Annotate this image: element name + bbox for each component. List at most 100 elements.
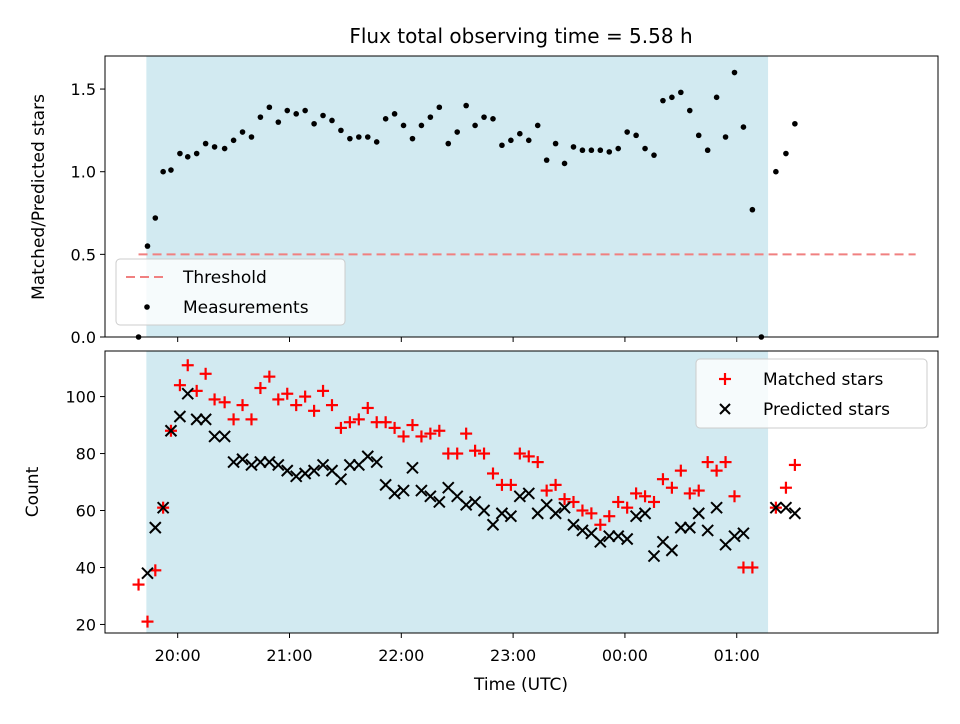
measurement-point: [211, 144, 218, 150]
predicted-point: [504, 510, 518, 523]
measurement-point: [642, 145, 648, 152]
matched-point: [433, 424, 446, 437]
predicted-point: [245, 458, 258, 472]
predicted-point: [361, 450, 374, 463]
predicted-point: [298, 467, 312, 480]
measurement-point: [311, 120, 317, 127]
measurement-point: [356, 134, 362, 140]
measurement-point: [561, 160, 568, 167]
y-tick-label: 80: [76, 445, 96, 464]
measurement-point: [686, 107, 693, 114]
ratio-axes-frame: [104, 55, 939, 338]
y-tick-label: 20: [76, 615, 96, 634]
predicted-point: [769, 501, 783, 514]
matched-point: [647, 495, 660, 508]
predicted-point: [459, 498, 473, 512]
measurement-point: [284, 107, 291, 114]
predicted-point: [289, 470, 303, 483]
matched-point: [779, 481, 792, 494]
measurement-point: [436, 104, 443, 111]
matched-point: [594, 518, 607, 531]
measurement-point: [409, 135, 416, 142]
measurement-point: [615, 145, 622, 152]
measurement-point: [382, 116, 389, 122]
predicted-point: [665, 544, 679, 557]
predicted-point: [208, 430, 221, 443]
matched-point: [181, 359, 194, 372]
measurement-point: [454, 129, 461, 135]
measurement-point: [695, 132, 702, 139]
matched-point: [639, 490, 652, 503]
predicted-point: [486, 518, 500, 531]
predicted-point: [254, 455, 267, 469]
legend-predicted-marker: [719, 403, 731, 415]
predicted-point: [692, 507, 705, 520]
measurement-point: [704, 147, 711, 154]
predicted-point: [477, 504, 491, 517]
predicted-point: [513, 490, 527, 503]
legend-matched-marker: [719, 373, 731, 385]
measurement-point: [248, 134, 255, 140]
matched-point: [199, 367, 212, 380]
measurement-point: [427, 114, 434, 120]
predicted-point: [370, 455, 383, 469]
predicted-point: [388, 487, 401, 500]
matched-point: [397, 430, 410, 443]
legend-predicted-label: Predicted stars: [763, 400, 890, 420]
predicted-point: [343, 458, 357, 472]
x-tick-label: 01:00: [714, 646, 760, 665]
predicted-point: [788, 507, 802, 520]
measurement-point: [320, 112, 326, 119]
legend-measurements-label: Measurements: [183, 298, 309, 318]
measurement-points: [135, 69, 798, 340]
predicted-points: [141, 387, 802, 580]
matched-point: [343, 416, 356, 429]
predicted-point: [424, 490, 437, 503]
measurement-point: [239, 129, 246, 135]
measurement-point: [633, 132, 639, 139]
y-tick-label: 60: [76, 502, 96, 521]
predicted-point: [316, 458, 330, 472]
measurement-point: [651, 152, 657, 158]
predicted-point: [181, 387, 194, 400]
y-tick-label: 0.0: [71, 328, 96, 347]
predicted-point: [558, 501, 571, 514]
predicted-point: [281, 464, 294, 477]
predicted-point: [779, 501, 793, 514]
measurement-point: [731, 69, 738, 76]
matched-point: [522, 450, 535, 463]
matched-point: [656, 473, 669, 486]
matched-point: [361, 401, 374, 414]
predicted-point: [334, 472, 348, 486]
predicted-point: [629, 510, 643, 523]
measurement-point: [783, 150, 789, 157]
measurement-point: [624, 129, 630, 135]
ratio-panel: 0.0 0.5 1.0 1.5 Matched/Predicted stars Thr…: [29, 55, 939, 347]
measurement-point: [552, 140, 559, 147]
matched-point: [308, 404, 321, 417]
measurement-point: [490, 116, 496, 122]
predicted-point: [149, 521, 162, 534]
predicted-point: [272, 458, 285, 472]
predicted-point: [156, 501, 170, 514]
x-axis-label: Time (UTC): [473, 675, 568, 695]
measurement-point: [275, 119, 282, 125]
matched-point: [728, 490, 741, 503]
chart-title: Flux total observing time = 5.58 h: [349, 24, 692, 48]
x-tick-label: 20:00: [155, 646, 201, 665]
matched-point: [406, 419, 419, 432]
measurement-point: [669, 94, 675, 101]
measurement-point: [534, 122, 541, 129]
measurement-point: [525, 137, 532, 144]
predicted-point: [164, 424, 178, 437]
x-tick-label: 00:00: [602, 646, 648, 665]
measurement-point: [588, 147, 595, 154]
matched-point: [245, 413, 258, 426]
measurement-point: [508, 137, 514, 144]
matched-point: [290, 399, 303, 412]
count-y-axis-label: Count: [23, 466, 43, 517]
predicted-point: [603, 529, 616, 543]
ratio-y-ticks: 0.0 0.5 1.0 1.5: [71, 80, 105, 347]
matched-point: [719, 456, 732, 469]
